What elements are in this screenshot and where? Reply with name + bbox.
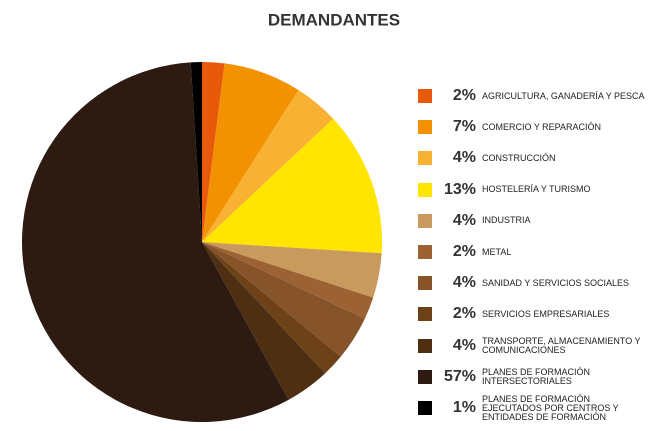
legend-value: 4% <box>452 274 476 292</box>
legend-label: PLANES DE FORMACIÓN INTERSECTORIALES <box>482 366 591 386</box>
legend-swatch <box>418 182 432 197</box>
pie-slice <box>202 62 225 242</box>
legend-swatch <box>418 151 432 166</box>
legend-swatch <box>418 89 432 103</box>
legend-value: 57% <box>443 367 476 385</box>
legend-item: 4% CONSTRUCCIÓN <box>418 144 650 172</box>
pie-slice <box>202 242 341 374</box>
legend-label: TRANSPORTE, ALMACENAMIENTO Y COMUNICACIO… <box>482 335 641 355</box>
legend-item: 2% SERVICIOS EMPRESARIALES <box>418 300 650 328</box>
legend-label: PLANES DE FORMACIÓN EJECUTADOS POR CENTR… <box>482 393 619 422</box>
pie-slice <box>202 242 382 298</box>
legend-swatch <box>418 401 432 415</box>
legend-value: 2% <box>452 87 476 104</box>
legend-label: SANIDAD Y SERVICIOS SOCIALES <box>482 277 630 288</box>
legend-label: CONSTRUCCIÓN <box>482 152 556 163</box>
legend-item: 1% PLANES DE FORMACIÓN EJECUTADOS POR CEN… <box>418 394 650 422</box>
legend-item: 4% TRANSPORTE, ALMACENAMIENTO Y COMUNICAC… <box>418 332 650 360</box>
legend-item: 4% SANIDAD Y SERVICIOS SOCIALES <box>418 269 650 297</box>
legend-value: 2% <box>452 243 476 260</box>
legend-value: 7% <box>452 118 476 136</box>
pie-slice <box>202 242 374 319</box>
legend-swatch <box>418 120 432 135</box>
legend-item: 57% PLANES DE FORMACIÓN INTERSECTORIALES <box>418 363 650 391</box>
pie-slice <box>202 63 299 242</box>
legend-swatch <box>418 245 432 259</box>
legend-value: 2% <box>452 305 476 323</box>
pie-slice <box>202 242 365 357</box>
legend-value: 4% <box>452 149 476 167</box>
legend-value: 4% <box>452 336 476 354</box>
legend-label: COMERCIO Y REPARACIÓN <box>482 121 602 132</box>
legend-swatch <box>418 276 432 291</box>
legend-item: 7% COMERCIO Y REPARACIÓN <box>418 113 650 141</box>
pie-slice <box>190 62 202 242</box>
legend-value: 1% <box>452 399 476 416</box>
legend-swatch <box>418 307 432 322</box>
legend-label: INDUSTRIA <box>482 215 531 226</box>
legend-item: 2% AGRICULTURA, GANADERÍA Y PESCA <box>418 82 650 110</box>
legend-label: METAL <box>482 246 512 257</box>
legend-swatch <box>418 338 432 353</box>
pie-slice <box>202 242 326 400</box>
legend-item: 4% INDUSTRIA <box>418 207 650 235</box>
pie-slice <box>22 62 289 422</box>
chart-title: DEMANDANTES <box>268 10 400 29</box>
legend-value: 4% <box>452 211 476 229</box>
pie-slice <box>202 118 382 254</box>
legend-label: AGRICULTURA, GANADERÍA Y PESCA <box>482 90 645 101</box>
legend-item: 13% HOSTELERÍA Y TURISMO <box>418 176 650 204</box>
legend-swatch <box>418 369 432 384</box>
pie-slice <box>202 90 334 243</box>
legend-label: HOSTELERÍA Y TURISMO <box>482 184 591 195</box>
legend-swatch <box>418 213 432 228</box>
legend-item: 2% METAL <box>418 238 650 266</box>
legend-value: 13% <box>443 180 476 198</box>
legend-label: SERVICIOS EMPRESARIALES <box>482 308 610 319</box>
